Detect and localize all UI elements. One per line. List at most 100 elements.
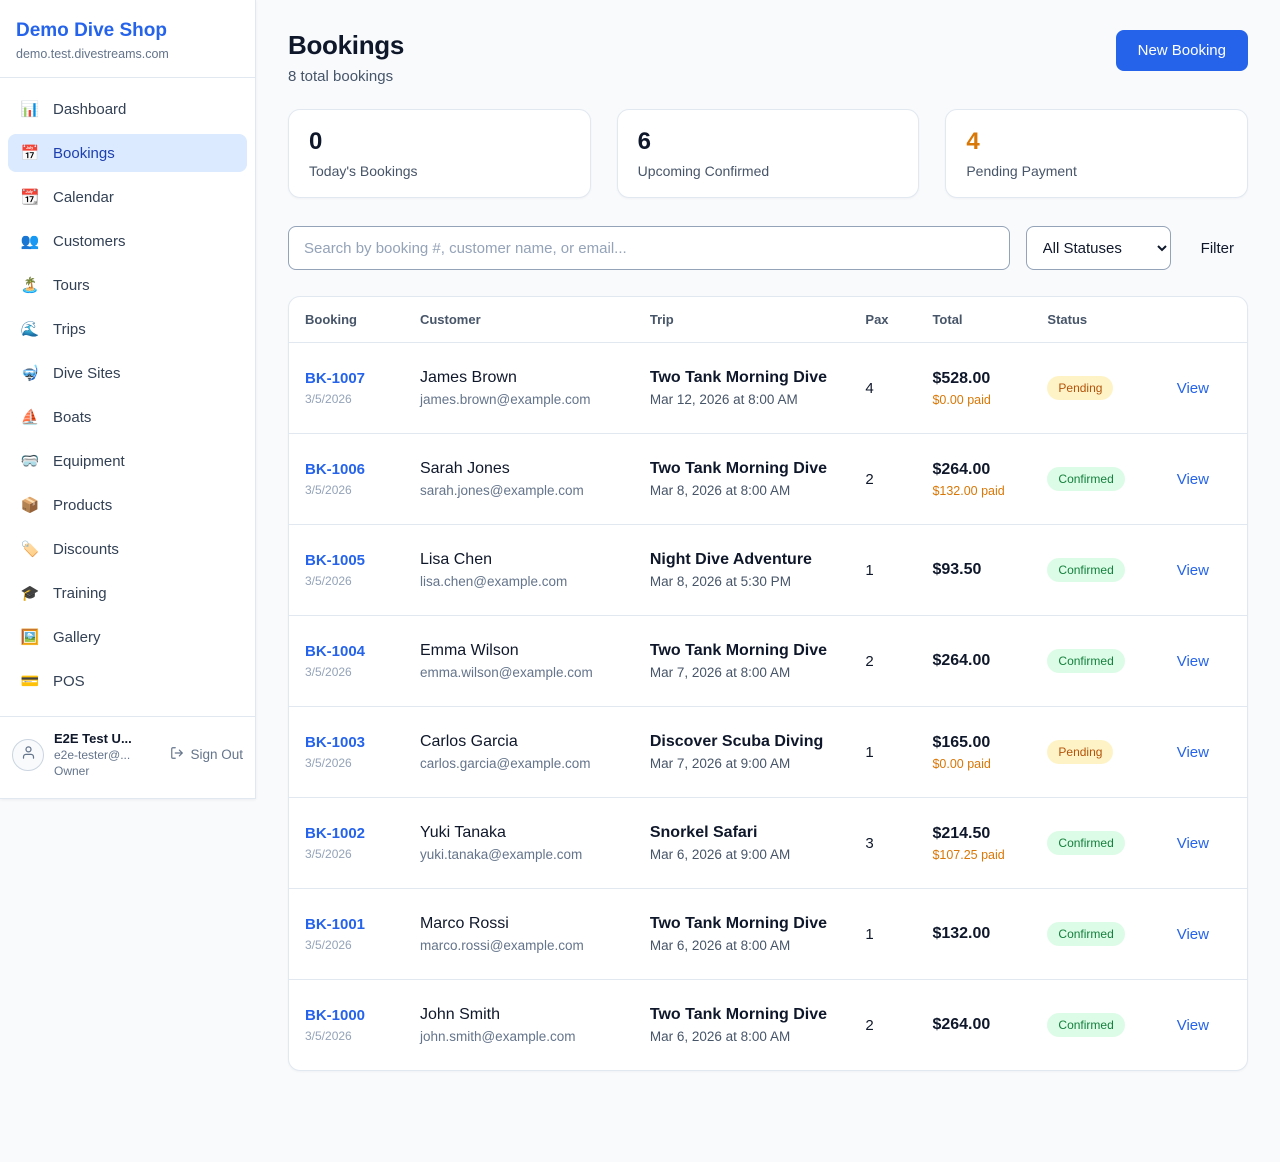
customer-name: Lisa Chen <box>419 551 492 568</box>
view-link[interactable]: View <box>1176 652 1209 670</box>
view-link[interactable]: View <box>1176 470 1209 488</box>
tours-island-icon: 🏝️ <box>20 277 40 294</box>
col-header-customer: Customer <box>403 297 634 343</box>
sidebar-item-products[interactable]: 📦 Products <box>8 486 247 524</box>
bookings-table-body: BK-1007 3/5/2026 James Brown james.brown… <box>289 342 1247 1071</box>
sidebar-item-trips[interactable]: 🌊 Trips <box>8 310 247 348</box>
customer-name: Sarah Jones <box>419 460 510 477</box>
col-header-booking: Booking <box>289 297 404 343</box>
sidebar-item-gallery[interactable]: 🖼️ Gallery <box>8 618 247 656</box>
sidebar-item-label: Tours <box>53 276 90 294</box>
view-link[interactable]: View <box>1176 925 1209 943</box>
brand-logo: Demo Dive Shop <box>16 20 167 41</box>
customer-email: sarah.jones@example.com <box>419 483 584 498</box>
sidebar-item-label: Equipment <box>53 452 125 470</box>
bookings-calendar-icon: 📅 <box>20 145 40 162</box>
booking-date: 3/5/2026 <box>305 938 352 952</box>
filter-row: All Statuses Filter <box>288 226 1248 270</box>
trip-name: Night Dive Adventure <box>649 551 812 568</box>
sidebar-item-discounts[interactable]: 🏷️ Discounts <box>8 530 247 568</box>
sidebar-item-calendar[interactable]: 📆 Calendar <box>8 178 247 216</box>
trips-wave-icon: 🌊 <box>20 321 40 338</box>
total-amount: $264.00 <box>932 652 991 669</box>
calendar-icon: 📆 <box>20 189 40 206</box>
sidebar-item-label: Dashboard <box>53 100 127 118</box>
sidebar-item-equipment[interactable]: 🥽 Equipment <box>8 442 247 480</box>
sidebar-item-tours[interactable]: 🏝️ Tours <box>8 266 247 304</box>
logout-icon <box>170 746 184 763</box>
booking-date: 3/5/2026 <box>305 483 352 497</box>
booking-id-link[interactable]: BK-1005 <box>305 552 366 569</box>
sidebar-item-pos[interactable]: 💳 POS <box>8 662 247 700</box>
trip-name: Discover Scuba Diving <box>649 733 824 750</box>
stat-value: 6 <box>637 128 652 155</box>
status-badge: Pending <box>1047 376 1114 400</box>
total-amount: $214.50 <box>932 824 991 842</box>
customer-email: emma.wilson@example.com <box>419 665 593 680</box>
stat-card: 0 Today's Bookings <box>288 109 591 198</box>
pax-count: 1 <box>865 743 874 761</box>
booking-id-link[interactable]: BK-1003 <box>305 734 366 751</box>
booking-date: 3/5/2026 <box>305 665 352 679</box>
page-subtitle: 8 total bookings <box>288 68 394 85</box>
equipment-mask-icon: 🥽 <box>20 453 40 470</box>
status-badge: Pending <box>1047 740 1114 764</box>
trip-name: Two Tank Morning Dive <box>649 1006 828 1023</box>
customer-name: Emma Wilson <box>419 642 519 659</box>
sidebar-nav: 📊 Dashboard 📅 Bookings 📆 Calendar 👥 Cust… <box>0 78 255 716</box>
col-header-total: Total <box>916 297 1032 343</box>
sidebar-item-training[interactable]: 🎓 Training <box>8 574 247 612</box>
total-amount: $132.00 <box>932 925 991 942</box>
booking-date: 3/5/2026 <box>305 847 352 861</box>
booking-date: 3/5/2026 <box>305 1029 352 1043</box>
new-booking-button[interactable]: New Booking <box>1115 30 1248 71</box>
sign-out-label: Sign Out <box>190 747 243 762</box>
sidebar-item-customers[interactable]: 👥 Customers <box>8 222 247 260</box>
sidebar-item-bookings[interactable]: 📅 Bookings <box>8 134 247 172</box>
sidebar-item-dive-sites[interactable]: 🤿 Dive Sites <box>8 354 247 392</box>
booking-date: 3/5/2026 <box>305 756 352 770</box>
view-link[interactable]: View <box>1176 379 1209 397</box>
table-head: Booking Customer Trip Pax Total Status <box>289 297 1247 343</box>
dashboard-icon: 📊 <box>20 101 40 118</box>
view-link[interactable]: View <box>1176 1016 1209 1034</box>
sidebar-footer: E2E Test U... e2e-tester@... Owner Sign … <box>0 716 255 798</box>
status-select[interactable]: All Statuses <box>1025 226 1171 270</box>
col-header-pax: Pax <box>849 297 917 343</box>
booking-id-link[interactable]: BK-1000 <box>305 1007 366 1024</box>
sidebar-item-label: Customers <box>53 232 126 250</box>
trip-time: Mar 6, 2026 at 8:00 AM <box>649 938 791 953</box>
pax-count: 1 <box>865 925 874 943</box>
booking-date: 3/5/2026 <box>305 574 352 588</box>
booking-id-link[interactable]: BK-1002 <box>305 825 366 842</box>
sidebar-item-dashboard[interactable]: 📊 Dashboard <box>8 90 247 128</box>
customer-name: Carlos Garcia <box>419 733 518 750</box>
customer-name: Yuki Tanaka <box>419 824 506 841</box>
customer-name: John Smith <box>419 1006 500 1023</box>
booking-id-link[interactable]: BK-1001 <box>305 916 366 933</box>
trip-name: Snorkel Safari <box>649 824 758 841</box>
filter-button[interactable]: Filter <box>1187 240 1248 257</box>
page-title: Bookings <box>288 30 405 60</box>
booking-id-link[interactable]: BK-1004 <box>305 643 366 660</box>
booking-id-link[interactable]: BK-1006 <box>305 461 366 478</box>
products-box-icon: 📦 <box>20 497 40 514</box>
discounts-tag-icon: 🏷️ <box>20 541 40 558</box>
sign-out-button[interactable]: Sign Out <box>170 746 243 763</box>
pax-count: 2 <box>865 1016 874 1034</box>
trip-name: Two Tank Morning Dive <box>649 460 828 477</box>
gallery-icon: 🖼️ <box>20 629 40 646</box>
booking-id-link[interactable]: BK-1007 <box>305 370 366 387</box>
view-link[interactable]: View <box>1176 561 1209 579</box>
stat-value: 4 <box>966 128 980 155</box>
sidebar-item-boats[interactable]: ⛵ Boats <box>8 398 247 436</box>
customer-email: lisa.chen@example.com <box>419 574 568 589</box>
customers-icon: 👥 <box>20 233 40 250</box>
view-link[interactable]: View <box>1176 834 1209 852</box>
view-link[interactable]: View <box>1176 743 1209 761</box>
customer-email: yuki.tanaka@example.com <box>419 847 583 862</box>
user-name: E2E Test U... <box>54 731 132 746</box>
sidebar-item-label: Trips <box>53 320 86 338</box>
search-input[interactable] <box>288 226 1010 270</box>
